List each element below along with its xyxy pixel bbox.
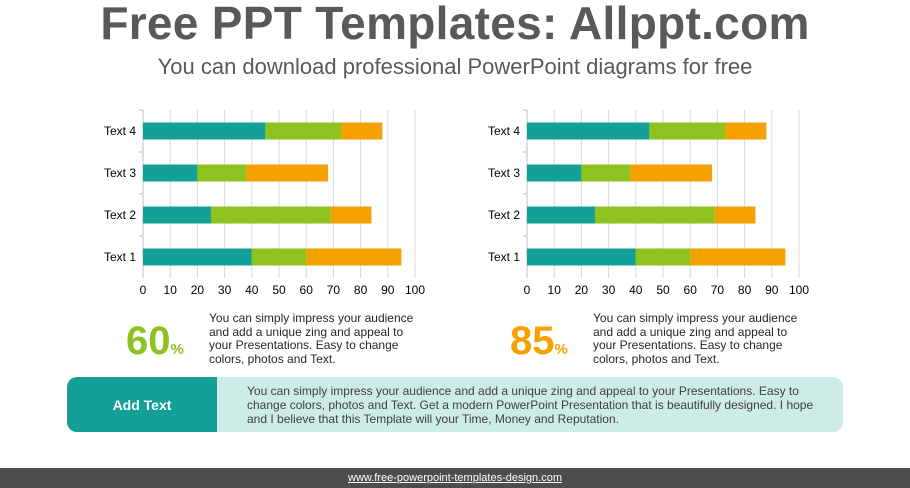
bar-segment [143,122,266,140]
x-tick-label: 60 [300,283,314,297]
y-category-label: Text 3 [488,166,520,180]
stat-right: 85% [510,318,568,373]
stat-left-unit: % [170,341,184,358]
bar-segment [527,164,582,182]
x-tick-label: 30 [602,283,616,297]
banner-label: Add Text [67,377,217,432]
bar-segment [265,122,342,140]
bar-segment [714,206,756,224]
bar-segment [690,248,786,266]
y-category-label: Text 2 [488,208,520,222]
x-tick-label: 20 [575,283,589,297]
x-tick-label: 60 [684,283,698,297]
bar-segment [143,206,211,224]
y-category-label: Text 3 [104,166,136,180]
stat-right-unit: % [554,341,568,358]
bar-segment [143,248,252,266]
chart-svg: 0 10 20 30 40 50 60 70 80 90 100 Text 1 Text 2 Text 3… [488,109,809,297]
stacked-bar-chart-right: 0 10 20 30 40 50 60 70 80 90 100 Text 1 Text 2 Text 3… [484,108,904,303]
x-tick-label: 10 [164,283,178,297]
x-tick-label: 10 [548,283,562,297]
bar-segment [527,206,595,224]
x-tick-label: 90 [765,283,779,297]
bar-segment [246,164,328,182]
y-category-label: Text 4 [104,124,136,138]
banner-text: You can simply impress your audience and… [247,384,814,426]
stat-right-value: 85 [510,319,555,363]
x-tick-label: 50 [272,283,286,297]
stat-left: 60% [126,318,184,373]
bar-segment [595,206,715,224]
x-tick-label: 70 [327,283,341,297]
x-tick-label: 0 [524,283,531,297]
bar-segment [635,248,691,266]
bar-segment [581,164,631,182]
bar-segment [630,164,712,182]
page-title: Free PPT Templates: Allppt.com [100,0,810,49]
x-tick-label: 90 [381,283,395,297]
x-tick-label: 100 [789,283,809,297]
bar-segment [211,206,331,224]
bar-segment [649,122,726,140]
y-category-label: Text 1 [104,250,136,264]
stat-left-description: You can simply impress your audience and… [209,311,414,366]
y-category-label: Text 4 [488,124,520,138]
y-category-label: Text 2 [104,208,136,222]
bar-segment [527,122,650,140]
bar-segment [306,248,402,266]
x-tick-label: 100 [405,283,425,297]
bar-segment [251,248,307,266]
stat-right-description: You can simply impress your audience and… [593,311,798,366]
text-banner: Add Text You can simply impress your aud… [67,377,843,432]
stat-left-value: 60 [126,319,171,363]
x-tick-label: 50 [656,283,670,297]
x-tick-label: 0 [140,283,147,297]
chart-svg: 0 10 20 30 40 50 60 70 80 90 100 Text 1 Text 2 Text 3… [104,109,425,297]
footer-bar: www.free-powerpoint-templates-design.com [0,468,910,488]
x-tick-label: 70 [711,283,725,297]
bar-segment [341,122,383,140]
bar-segment [527,248,636,266]
bar-segment [330,206,372,224]
x-tick-label: 80 [738,283,752,297]
footer-link[interactable]: www.free-powerpoint-templates-design.com [348,472,562,484]
y-category-label: Text 1 [488,250,520,264]
bar-segment [143,164,198,182]
x-tick-label: 80 [354,283,368,297]
x-tick-label: 30 [218,283,232,297]
page-subtitle: You can download professional PowerPoint… [157,54,753,79]
x-tick-label: 20 [191,283,205,297]
bar-segment [725,122,767,140]
stacked-bar-chart-left: 0 10 20 30 40 50 60 70 80 90 100 Text 1 Text 2 Text 3… [100,108,520,303]
x-tick-label: 40 [245,283,259,297]
x-tick-label: 40 [629,283,643,297]
bar-segment [197,164,247,182]
